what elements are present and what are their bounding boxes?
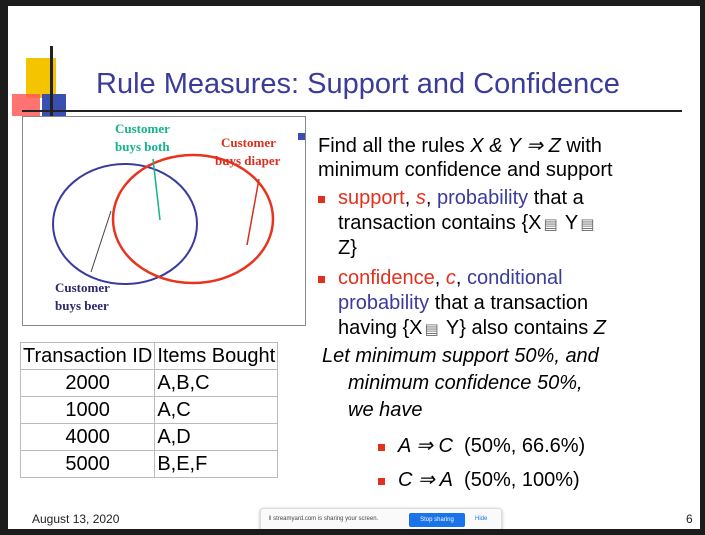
decoration-vertical-line [50,46,53,128]
pause-icon: ‖ [269,516,274,522]
label-buys-both: Customer buys both [115,121,170,154]
stop-sharing-button[interactable]: Stop sharing [409,513,465,527]
decoration-horizontal-line [22,110,682,112]
hide-button[interactable]: Hide [475,516,488,522]
separator-icon: ▤ [424,320,439,338]
cell-items: B,E,F [154,450,279,478]
separator-icon: ▤ [580,215,595,233]
header-items-bought: Items Bought [154,342,279,370]
beer-circle [52,163,198,285]
both-pointer-line [152,158,161,221]
bullet-square-icon [318,196,325,203]
cell-transaction-id: 1000 [19,396,156,424]
bullet-square-icon [378,478,385,485]
beer-pointer-line [90,210,112,273]
cell-transaction-id: 5000 [19,450,156,478]
decoration-red-square [12,94,40,116]
table-row: 2000 A,B,C [19,369,279,397]
slide-page-number: 6 [686,512,693,526]
cell-items: A,D [154,423,279,451]
diaper-circle [111,153,275,285]
bullet-square-icon [298,133,305,140]
share-message: ‖ streamyard.com is sharing your screen. [269,516,379,522]
cell-transaction-id: 2000 [19,369,156,397]
table-row: 4000 A,D [19,423,279,451]
table-row: 5000 B,E,F [19,450,279,478]
screen-share-bar: ‖ streamyard.com is sharing your screen.… [260,508,502,529]
bullet-square-icon [378,444,385,451]
cell-items: A,C [154,396,279,424]
slide-title: Rule Measures: Support and Confidence [96,68,620,100]
slide: Rule Measures: Support and Confidence Cu… [8,6,700,529]
venn-svg [52,153,275,285]
decoration-blue-square [42,94,66,116]
venn-diagram: Customer buys both Customer buys diaper … [22,116,306,326]
table-row: 1000 A,C [19,396,279,424]
bullet-square-icon [318,276,325,283]
transaction-table: Transaction ID Items Bought 2000 A,B,C 1… [19,342,279,478]
diaper-pointer-line [246,178,260,246]
label-buys-beer: Customer buys beer [55,280,110,313]
table-header-row: Transaction ID Items Bought [19,342,279,370]
label-buys-diaper: Customer buys diaper [215,135,281,168]
separator-icon: ▤ [543,215,558,233]
slide-date: August 13, 2020 [32,512,120,526]
cell-items: A,B,C [154,369,279,397]
cell-transaction-id: 4000 [19,423,156,451]
header-transaction-id: Transaction ID [19,342,156,370]
